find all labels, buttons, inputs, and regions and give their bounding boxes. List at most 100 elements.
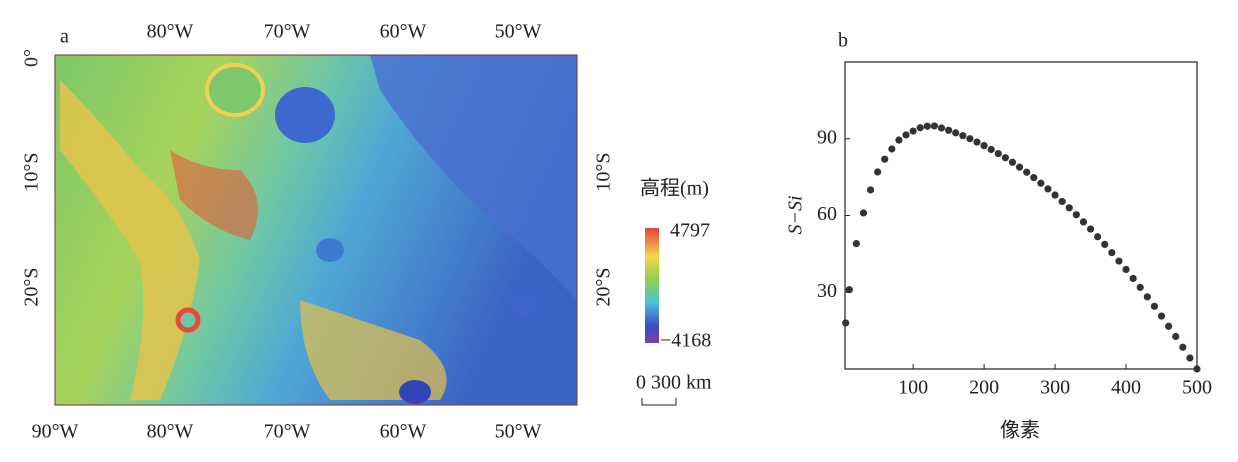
map-crater xyxy=(316,238,344,262)
right-tick-label: 20°S xyxy=(593,267,615,306)
data-point xyxy=(1044,185,1052,193)
data-point xyxy=(959,132,967,140)
panel-label: a xyxy=(60,26,69,48)
y-axis-label: S−Si xyxy=(785,195,807,234)
map: a 80°W 70°W 60°W 50°W 90°W 80°W 70°W 60°… xyxy=(21,21,712,443)
map-highland xyxy=(170,150,258,240)
scale-label: 0 300 km xyxy=(636,372,712,394)
data-point xyxy=(1129,274,1137,283)
data-point xyxy=(1094,233,1102,241)
data-point xyxy=(1101,240,1109,249)
data-point xyxy=(1058,197,1066,206)
data-point xyxy=(937,124,946,132)
y-tick-label: 90 xyxy=(817,126,837,148)
data-point xyxy=(952,129,960,137)
x-tick-label: 500 xyxy=(1182,377,1212,399)
data-point xyxy=(1165,322,1173,330)
data-point xyxy=(852,240,860,248)
data-point xyxy=(1030,174,1038,182)
map-crater xyxy=(175,307,201,333)
top-tick-label: 80°W xyxy=(147,21,194,43)
data-point xyxy=(1086,225,1095,233)
data-point xyxy=(923,122,931,130)
map-crater xyxy=(205,63,265,117)
data-point xyxy=(1193,365,1201,373)
data-point xyxy=(1150,302,1159,310)
bottom-tick-label: 50°W xyxy=(495,421,542,443)
data-point xyxy=(987,145,995,154)
data-point xyxy=(1001,154,1009,162)
data-point xyxy=(1065,204,1073,212)
data-point xyxy=(902,131,910,139)
data-point xyxy=(1172,332,1180,341)
x-tick-label: 300 xyxy=(1040,377,1070,399)
data-point xyxy=(930,122,939,130)
map-highland xyxy=(60,80,200,400)
data-point xyxy=(842,319,850,327)
data-point xyxy=(895,136,903,144)
y-tick-label: 30 xyxy=(817,280,837,302)
bottom-tick-label: 60°W xyxy=(380,421,427,443)
x-tick-label: 200 xyxy=(969,377,999,399)
top-tick-label: 50°W xyxy=(495,21,542,43)
data-point xyxy=(973,138,981,146)
bottom-ticks: 90°W 80°W 70°W 60°W 50°W xyxy=(32,421,542,443)
map-crater xyxy=(275,87,335,143)
data-point xyxy=(1136,283,1144,291)
data-point xyxy=(916,124,924,132)
right-ticks: 10°S 20°S xyxy=(593,152,615,306)
data-point xyxy=(845,286,853,294)
legend-min: −4168 xyxy=(660,330,711,352)
map-frame xyxy=(54,54,578,406)
left-tick-label: 20°S xyxy=(21,267,43,306)
data-point xyxy=(1179,343,1187,351)
plot-frame xyxy=(844,61,1198,370)
data-point xyxy=(994,149,1002,158)
data-point xyxy=(1015,163,1024,171)
data-point xyxy=(909,127,917,135)
x-tick-label: 100 xyxy=(898,377,928,399)
map-crater xyxy=(511,293,539,317)
data-point xyxy=(874,168,882,176)
data-point xyxy=(1023,168,1031,176)
data-point xyxy=(881,155,889,163)
map-lowland xyxy=(370,55,577,300)
x-axis-label: 像素 xyxy=(1000,419,1040,442)
left-tick-label: 10°S xyxy=(21,152,43,191)
top-ticks: 80°W 70°W 60°W 50°W xyxy=(147,21,542,43)
right-tick-label: 10°S xyxy=(593,152,615,191)
bottom-tick-label: 70°W xyxy=(264,421,311,443)
scale-bar xyxy=(641,398,677,406)
legend-title: 高程(m) xyxy=(640,177,709,200)
bottom-tick-label: 80°W xyxy=(147,421,194,443)
left-tick-label: 0° xyxy=(21,49,43,67)
panel-label: b xyxy=(838,30,848,52)
data-point xyxy=(966,135,974,143)
y-tick-label: 60 xyxy=(817,203,837,225)
data-point xyxy=(1108,248,1116,257)
data-point xyxy=(1115,257,1123,265)
legend-max: 4797 xyxy=(670,220,710,242)
x-tick-label: 400 xyxy=(1111,377,1141,399)
data-point xyxy=(980,142,988,150)
bottom-tick-label: 90°W xyxy=(32,421,79,443)
data-point xyxy=(1037,179,1045,187)
data-point xyxy=(1079,218,1088,226)
data-point xyxy=(1143,293,1151,301)
data-point xyxy=(1157,312,1166,320)
top-tick-label: 70°W xyxy=(264,21,311,43)
map-highland xyxy=(300,300,447,400)
data-point xyxy=(1186,354,1194,362)
top-tick-label: 60°W xyxy=(380,21,427,43)
left-ticks: 0° 10°S 20°S xyxy=(21,49,43,307)
data-point xyxy=(945,126,953,134)
data-point xyxy=(1051,191,1059,199)
colorbar xyxy=(645,228,659,343)
data-point xyxy=(1122,265,1130,274)
data-point xyxy=(866,186,875,194)
data-point xyxy=(1008,158,1017,166)
scatter-chart: b 像素 S−Si 100 200 300 400 500 30 60 90 xyxy=(785,30,1212,442)
data-point xyxy=(1072,211,1080,219)
map-crater xyxy=(399,380,431,404)
